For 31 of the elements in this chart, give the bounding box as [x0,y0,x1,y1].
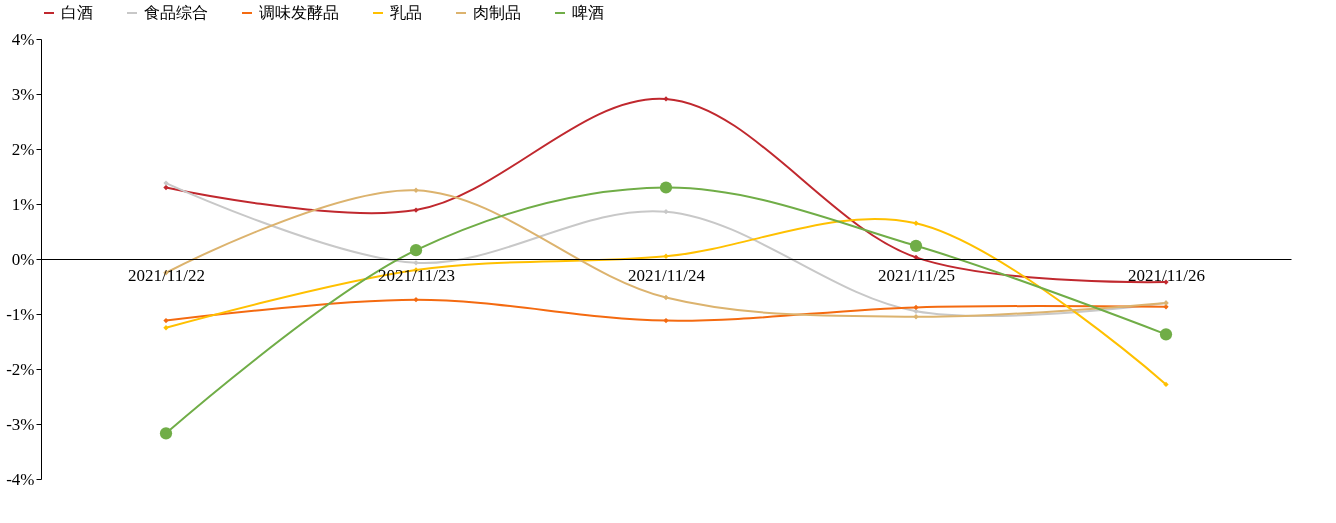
legend-label: 食品综合 [144,3,208,22]
point [913,304,919,311]
x-tick-label: 2021/11/24 [628,265,706,285]
y-tick-label: -3% [6,414,35,434]
y-tick-label: 1% [11,194,35,214]
x-tick-label: 2021/11/25 [878,265,955,285]
y-tick-label: -1% [6,304,35,324]
y-tick-label: 0% [11,249,35,269]
legend-label: 肉制品 [473,3,521,22]
point [163,317,169,324]
point [159,427,173,440]
legend-label: 乳品 [390,3,422,22]
x-tick-label: 2021/11/22 [128,265,205,285]
legend-label: 白酒 [61,3,93,22]
point [909,239,923,252]
point [1163,381,1169,388]
point [409,244,423,257]
y-tick-label: -4% [6,469,35,489]
point [663,317,669,324]
y-tick-label: 2% [11,139,35,159]
point [1159,328,1173,341]
legend-label: 调味发酵品 [259,3,339,22]
point [663,294,669,301]
point [163,184,169,191]
y-tick-label: 4% [11,29,35,49]
legend-label: 啤酒 [572,3,604,22]
x-tick-label: 2021/11/26 [1128,265,1205,285]
x-tick-label: 2021/11/23 [378,265,455,285]
y-tick-label: 3% [11,84,35,104]
point [659,181,673,194]
y-tick-label: -2% [6,359,35,379]
